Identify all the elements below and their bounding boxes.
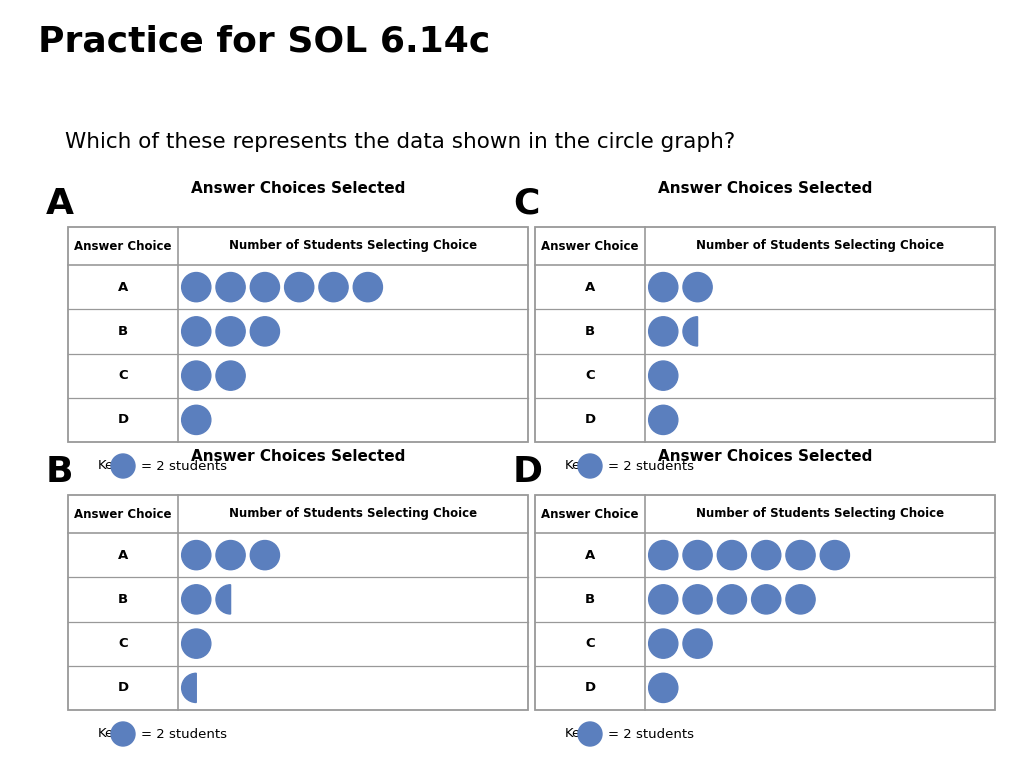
Circle shape [752, 584, 781, 614]
Circle shape [578, 722, 602, 746]
Text: D: D [118, 681, 129, 694]
Text: Which of these represents the data shown in the circle graph?: Which of these represents the data shown… [65, 132, 735, 152]
Circle shape [683, 273, 712, 302]
Wedge shape [181, 674, 197, 703]
Text: B: B [585, 325, 595, 338]
Circle shape [181, 629, 211, 658]
Circle shape [250, 316, 280, 346]
Text: Answer Choice: Answer Choice [542, 508, 639, 521]
Circle shape [820, 541, 850, 570]
Circle shape [216, 541, 245, 570]
Text: B: B [118, 593, 128, 606]
Circle shape [752, 541, 781, 570]
Circle shape [181, 584, 211, 614]
Text: A: A [585, 280, 595, 293]
Text: Answer Choices Selected: Answer Choices Selected [657, 449, 872, 464]
Text: Practice for SOL 6.14c: Practice for SOL 6.14c [38, 25, 490, 59]
Text: C: C [585, 369, 595, 382]
Text: Answer Choice: Answer Choice [542, 240, 639, 253]
Circle shape [648, 541, 678, 570]
Text: Key:: Key: [98, 459, 126, 472]
Bar [68, 227, 528, 442]
Circle shape [648, 273, 678, 302]
Circle shape [648, 316, 678, 346]
Bar [535, 495, 995, 710]
Text: Answer Choices Selected: Answer Choices Selected [657, 181, 872, 196]
Circle shape [181, 316, 211, 346]
Circle shape [683, 541, 712, 570]
Text: Key:: Key: [565, 727, 593, 740]
Text: A: A [585, 548, 595, 561]
Wedge shape [216, 584, 230, 614]
Text: Answer Choices Selected: Answer Choices Selected [190, 449, 406, 464]
Text: Number of Students Selecting Choice: Number of Students Selecting Choice [696, 240, 944, 253]
Text: C: C [118, 637, 128, 650]
Text: Key:: Key: [565, 459, 593, 472]
Text: Key:: Key: [98, 727, 126, 740]
Text: = 2 students: = 2 students [608, 727, 694, 740]
Bar [535, 227, 995, 442]
Bar [68, 495, 528, 710]
Circle shape [785, 584, 815, 614]
Circle shape [648, 406, 678, 435]
Circle shape [578, 454, 602, 478]
Circle shape [648, 629, 678, 658]
Circle shape [216, 361, 245, 390]
Circle shape [648, 674, 678, 703]
Circle shape [250, 273, 280, 302]
Circle shape [216, 273, 245, 302]
Circle shape [318, 273, 348, 302]
Text: C: C [513, 187, 540, 221]
Text: = 2 students: = 2 students [141, 727, 227, 740]
Text: Number of Students Selecting Choice: Number of Students Selecting Choice [229, 240, 477, 253]
Circle shape [111, 722, 135, 746]
Circle shape [717, 541, 746, 570]
Text: B: B [46, 455, 74, 489]
Circle shape [353, 273, 382, 302]
Circle shape [181, 361, 211, 390]
Text: D: D [585, 681, 596, 694]
Circle shape [717, 584, 746, 614]
Wedge shape [683, 316, 697, 346]
Circle shape [111, 454, 135, 478]
Text: Number of Students Selecting Choice: Number of Students Selecting Choice [696, 508, 944, 521]
Text: C: C [585, 637, 595, 650]
Text: D: D [118, 413, 129, 426]
Circle shape [648, 361, 678, 390]
Circle shape [285, 273, 313, 302]
Circle shape [216, 316, 245, 346]
Circle shape [181, 406, 211, 435]
Text: Answer Choices Selected: Answer Choices Selected [190, 181, 406, 196]
Text: B: B [585, 593, 595, 606]
Text: = 2 students: = 2 students [141, 459, 227, 472]
Text: D: D [513, 455, 543, 489]
Circle shape [181, 541, 211, 570]
Text: Answer Choice: Answer Choice [75, 240, 172, 253]
Text: A: A [118, 548, 128, 561]
Circle shape [683, 629, 712, 658]
Text: A: A [46, 187, 74, 221]
Circle shape [250, 541, 280, 570]
Text: Number of Students Selecting Choice: Number of Students Selecting Choice [229, 508, 477, 521]
Text: D: D [585, 413, 596, 426]
Circle shape [648, 584, 678, 614]
Circle shape [683, 584, 712, 614]
Text: B: B [118, 325, 128, 338]
Text: A: A [118, 280, 128, 293]
Text: C: C [118, 369, 128, 382]
Circle shape [785, 541, 815, 570]
Text: = 2 students: = 2 students [608, 459, 694, 472]
Text: Answer Choice: Answer Choice [75, 508, 172, 521]
Circle shape [181, 273, 211, 302]
